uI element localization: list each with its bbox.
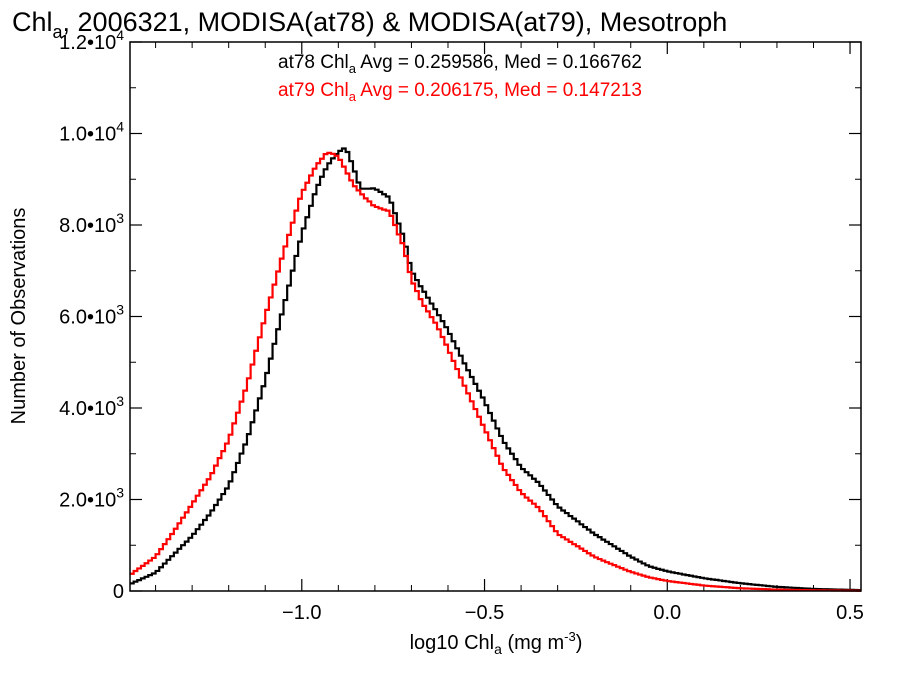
y-axis-label: Number of Observations — [8, 208, 30, 425]
x-tick-label: 0.5 — [836, 602, 864, 624]
annotation-at78: at78 Chla Avg = 0.259586, Med = 0.166762 — [278, 52, 642, 76]
axis-ticks: −1.0 −0.5 0.0 0.5 0 2.0•103 4.0•103 6.0•103 8.0•… — [59, 27, 864, 624]
x-tick-label: −1.0 — [282, 602, 321, 624]
plot-frame — [129, 41, 862, 592]
y-tick-label: 2.0•103 — [59, 485, 124, 512]
y-tick-label: 1.2•104 — [59, 27, 124, 54]
x-tick-label: −0.5 — [465, 602, 504, 624]
x-axis-label: log10 Chla (mg m-3) — [410, 629, 583, 657]
chart-title: Chla, 2006321, MODISA(at78) & MODISA(at7… — [12, 7, 727, 42]
y-tick-label: 0 — [113, 581, 124, 603]
annotation-at79: at79 Chla Avg = 0.206175, Med = 0.147213 — [278, 80, 642, 104]
series-at78-line — [130, 147, 861, 592]
y-tick-label: 1.0•104 — [59, 119, 124, 146]
x-tick-label: 0.0 — [653, 602, 681, 624]
y-tick-label: 4.0•103 — [59, 393, 124, 420]
series-curves — [130, 147, 861, 592]
series-at79-line — [130, 151, 861, 592]
y-tick-label: 6.0•103 — [59, 302, 124, 329]
y-tick-label: 8.0•103 — [59, 210, 124, 237]
